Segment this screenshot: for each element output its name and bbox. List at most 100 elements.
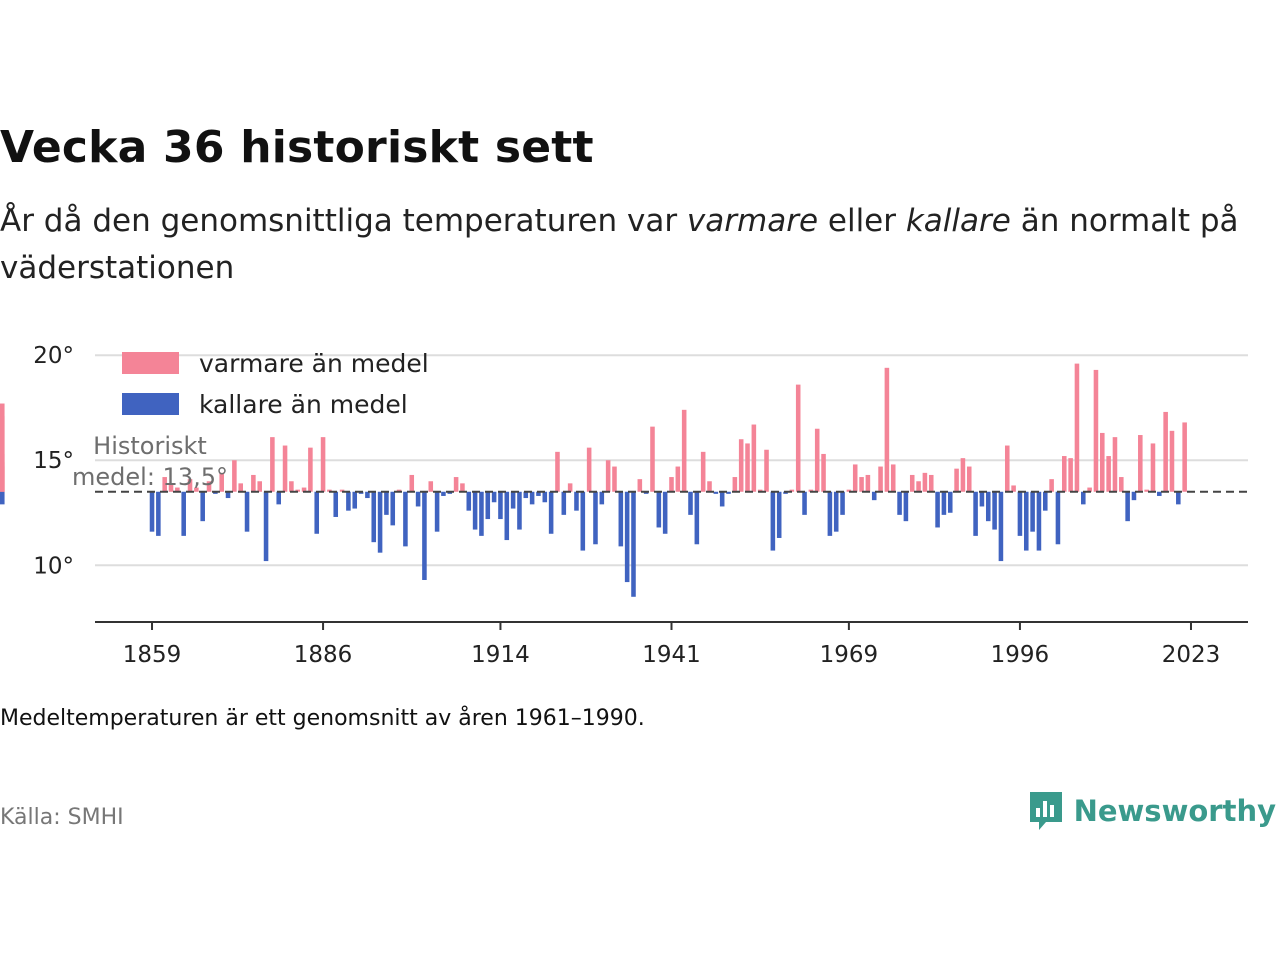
- bar-cold: [447, 491, 453, 494]
- brand-logo[interactable]: Newsworthy: [1028, 790, 1276, 832]
- x-tick-label: 1941: [642, 642, 701, 668]
- bar-cold: [1055, 491, 1061, 545]
- bar-cold: [346, 491, 351, 511]
- bar-warm: [327, 489, 332, 492]
- bar-cold: [574, 491, 579, 511]
- bar-warm: [187, 479, 193, 492]
- bar-cold: [992, 491, 997, 530]
- bar-warm: [1049, 479, 1054, 492]
- bar-warm: [821, 453, 826, 492]
- bar-warm: [162, 477, 167, 492]
- bar-cold: [536, 491, 541, 496]
- bar-warm: [865, 474, 871, 492]
- bar-warm: [1068, 458, 1073, 492]
- bar-cold: [213, 491, 218, 494]
- bar-cold: [244, 491, 250, 532]
- subtitle-cold-word: kallare: [905, 203, 1011, 239]
- bar-warm: [453, 477, 459, 492]
- x-tick-label: 1859: [123, 642, 182, 668]
- bar-cold: [485, 491, 491, 520]
- x-tick-label: 1914: [471, 642, 530, 668]
- bar-cold: [263, 491, 269, 562]
- bar-warm: [650, 426, 655, 492]
- bar-cold: [656, 491, 662, 528]
- bar-cold: [371, 491, 377, 543]
- bar-cold: [422, 491, 427, 580]
- bar-warm: [1074, 363, 1080, 492]
- bar-warm: [257, 481, 262, 492]
- bar-cold: [200, 491, 205, 522]
- bar-warm: [814, 428, 820, 492]
- bar-warm: [396, 489, 402, 492]
- bar-warm: [555, 451, 560, 492]
- bar-warm: [884, 367, 890, 492]
- bar-cold: [618, 491, 624, 547]
- bar-cold: [726, 491, 731, 494]
- x-tick-label: 1996: [991, 642, 1050, 668]
- bar-cold: [580, 491, 586, 551]
- bar-warm: [1150, 443, 1156, 492]
- bar-warm: [295, 489, 301, 492]
- bar-cold: [415, 491, 421, 507]
- subtitle-warm-word: varmare: [686, 203, 819, 239]
- bar-warm: [852, 464, 858, 492]
- bar-cold: [833, 491, 839, 532]
- bar-warm: [339, 489, 345, 492]
- bar-cold: [802, 491, 807, 515]
- bar-cold: [719, 491, 725, 507]
- bar-cold: [352, 491, 358, 509]
- bar-cold: [941, 491, 947, 515]
- baseline-label-line1: Historiskt: [93, 432, 207, 460]
- bar-cold: [225, 491, 231, 499]
- bar-cold: [403, 491, 408, 547]
- bar-warm: [738, 439, 744, 492]
- bar-warm: [846, 489, 852, 492]
- bar-warm: [1182, 422, 1187, 492]
- bar-cold: [593, 491, 598, 545]
- bar-cold: [770, 491, 776, 551]
- bar-cold: [662, 491, 668, 534]
- bar-warm: [270, 437, 275, 492]
- y-axis-ticks: 10° 15° 20°: [33, 343, 74, 579]
- bar-cold: [1081, 491, 1086, 505]
- bar-warm: [1138, 435, 1143, 492]
- chart-title: Vecka 36 historiskt sett: [0, 122, 594, 173]
- bar-cold: [510, 491, 516, 509]
- legend-swatch-warm: [122, 352, 179, 374]
- bar-warm: [681, 409, 687, 492]
- baseline-label-line2: medel: 13,5°: [72, 463, 228, 491]
- bar-warm: [1093, 369, 1099, 492]
- bar-warm: [700, 451, 706, 492]
- bar-warm: [751, 424, 757, 492]
- bar-cold: [643, 491, 649, 494]
- bar-cold: [333, 491, 339, 517]
- bar-warm: [1004, 445, 1010, 492]
- bar-cold: [935, 491, 940, 528]
- bar-cold: [783, 491, 788, 494]
- x-tick-label: 1969: [820, 642, 879, 668]
- bar-warm: [1112, 437, 1118, 492]
- bar-cold: [466, 491, 472, 511]
- bar-cold: [434, 491, 440, 532]
- bar-cold: [624, 491, 630, 583]
- bar-cold: [897, 491, 902, 515]
- bar-cold: [156, 491, 161, 536]
- bar-warm: [764, 449, 769, 492]
- bar-warm: [612, 466, 617, 492]
- bar-warm: [675, 466, 681, 492]
- bar-cold: [365, 491, 370, 499]
- bar-warm: [859, 477, 864, 492]
- bar-cold: [276, 491, 282, 505]
- bar-warm: [301, 487, 307, 492]
- bar-warm: [757, 489, 763, 492]
- bar-warm: [219, 472, 224, 492]
- bar-warm: [878, 466, 883, 492]
- chart-subtitle: År då den genomsnittliga temperaturen va…: [0, 198, 1240, 292]
- bar-cold: [181, 491, 186, 536]
- bar-cold: [840, 491, 845, 515]
- bar-cold: [998, 491, 1004, 562]
- bar-warm: [966, 466, 972, 492]
- source-credit: Källa: SMHI: [0, 805, 124, 830]
- bar-cold: [903, 491, 909, 522]
- bar-cold: [947, 491, 953, 513]
